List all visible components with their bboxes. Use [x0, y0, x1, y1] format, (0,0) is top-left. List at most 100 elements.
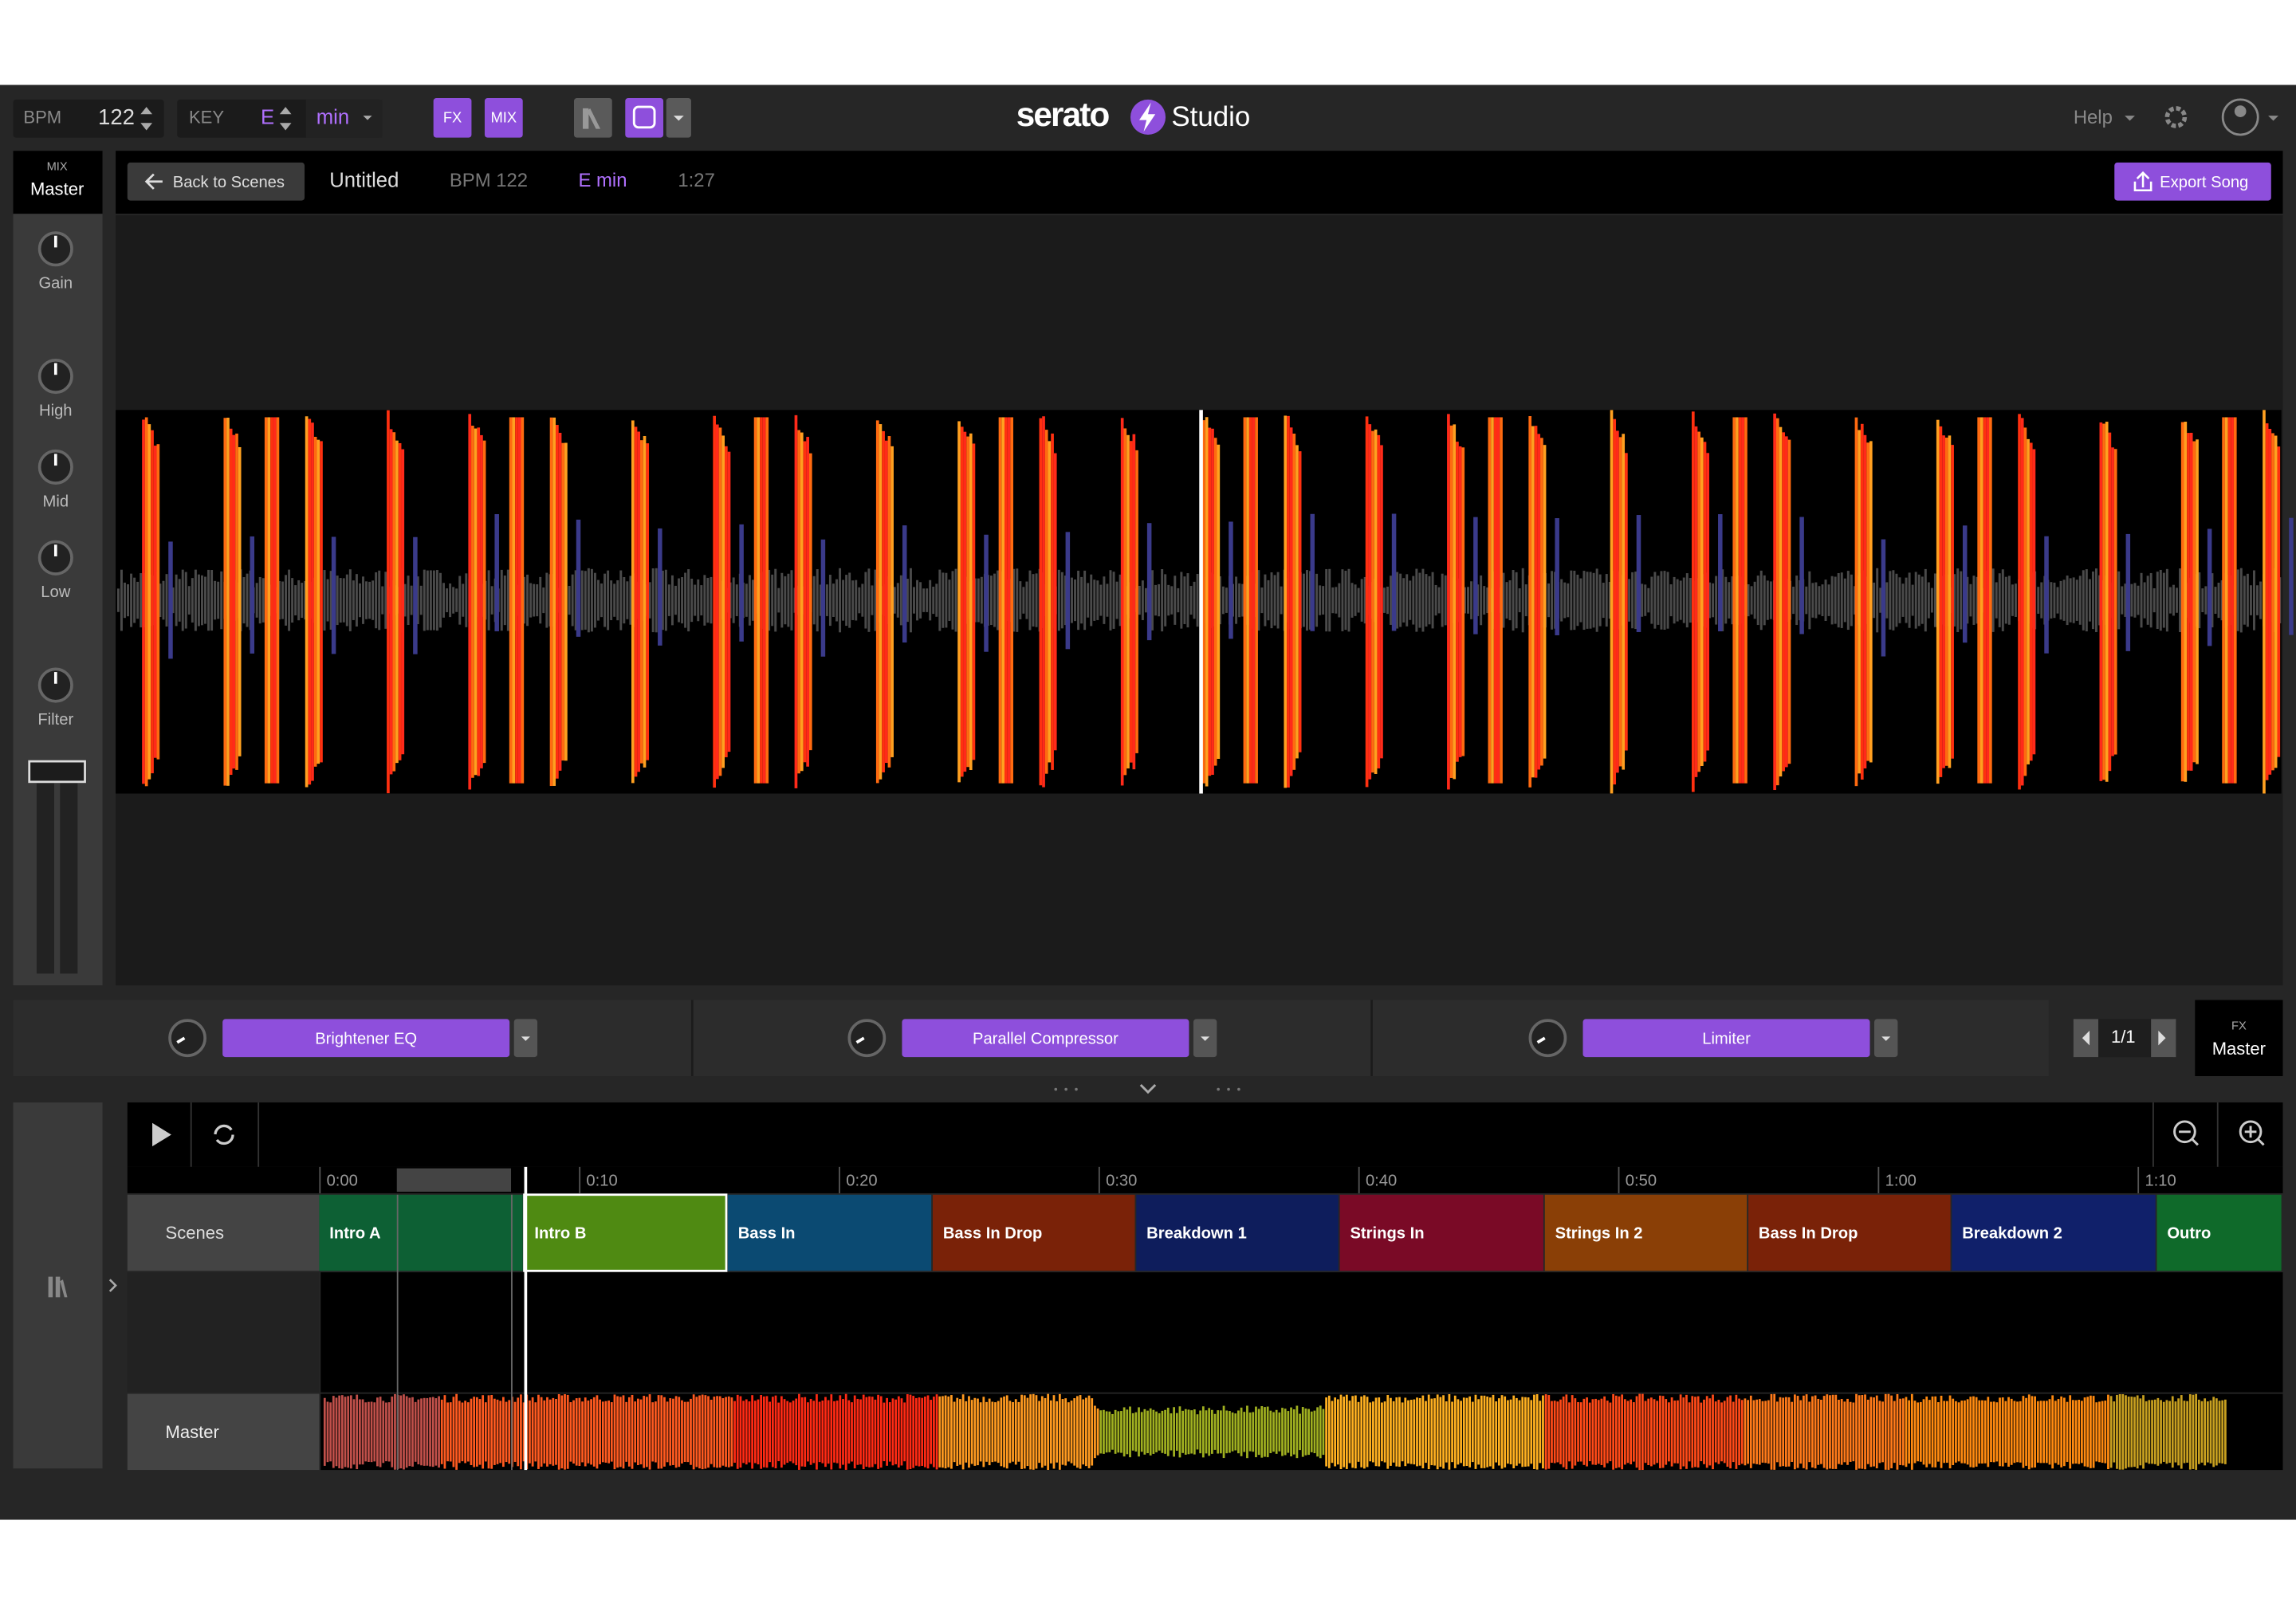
fx-slot-button[interactable]: [902, 1019, 1189, 1058]
scene-name[interactable]: Outro: [2167, 1225, 2211, 1243]
waveform-hit: [721, 435, 725, 768]
master-wave: [1843, 1401, 1846, 1463]
scene-block[interactable]: [523, 1193, 728, 1272]
settings-button[interactable]: [2164, 106, 2188, 128]
master-wave: [1260, 1406, 1264, 1458]
zoom-in[interactable]: [2239, 1120, 2263, 1144]
master-wave: [739, 1396, 742, 1468]
master-wave: [1794, 1394, 1796, 1470]
fx-knob-pointer: [1536, 1036, 1546, 1044]
scene-name[interactable]: Intro B: [534, 1225, 586, 1243]
fx-knob[interactable]: [168, 1019, 206, 1058]
master-wave: [1808, 1401, 1811, 1463]
scene-block[interactable]: [1544, 1194, 1748, 1271]
library-side-icon[interactable]: [48, 1276, 68, 1298]
fx-slot-label[interactable]: Parallel Compressor: [973, 1030, 1119, 1047]
scene-name[interactable]: Strings In: [1350, 1225, 1424, 1243]
library-expand[interactable]: [108, 1279, 117, 1292]
master-wave: [1814, 1395, 1817, 1469]
waveform-body: [1241, 583, 1244, 617]
waveform-hit: [1044, 430, 1048, 774]
fader-handle[interactable]: [28, 760, 86, 784]
knob[interactable]: [37, 231, 73, 267]
back-button[interactable]: [127, 162, 305, 201]
view-button[interactable]: [625, 98, 664, 138]
master-wave: [1073, 1398, 1076, 1466]
knob[interactable]: [37, 540, 73, 576]
zoom-out[interactable]: [2173, 1120, 2196, 1144]
master-wave: [883, 1402, 886, 1462]
fx-knob[interactable]: [847, 1019, 887, 1058]
knob[interactable]: [37, 359, 73, 395]
scene-block[interactable]: [727, 1194, 932, 1271]
waveform-body: [1183, 576, 1186, 624]
scene-name[interactable]: Intro A: [329, 1225, 381, 1243]
scene-block[interactable]: [1136, 1194, 1339, 1271]
fx-knob[interactable]: [1528, 1019, 1567, 1058]
waveform-body: [1901, 583, 1905, 617]
ruler-tick: [1618, 1166, 1620, 1193]
master-wave: [2174, 1401, 2177, 1463]
master-wave: [1855, 1393, 1858, 1470]
help-menu[interactable]: Help: [2074, 107, 2113, 128]
scene-name[interactable]: Bass In Drop: [1759, 1225, 1858, 1243]
collapse-toggle[interactable]: [1139, 1083, 1157, 1094]
scene-name[interactable]: Bass In: [738, 1225, 796, 1243]
master-wave: [1319, 1405, 1322, 1459]
waveform-body: [1106, 583, 1109, 617]
scene-name[interactable]: Breakdown 2: [1962, 1225, 2062, 1243]
master-wave: [347, 1396, 350, 1468]
master-wave: [1568, 1402, 1571, 1462]
export-button[interactable]: [2114, 162, 2271, 201]
mix-button-label[interactable]: MIX: [491, 109, 517, 126]
knob[interactable]: [37, 667, 73, 703]
fx-slot-label[interactable]: Brightener EQ: [315, 1030, 417, 1047]
master-wave: [455, 1393, 458, 1470]
master-wave: [1992, 1401, 1995, 1463]
master-wave: [1290, 1407, 1292, 1457]
master-wave: [326, 1401, 329, 1463]
fx-slot-label[interactable]: Limiter: [1702, 1030, 1751, 1047]
waveform-body: [1911, 584, 1914, 616]
master-wave: [1764, 1401, 1767, 1464]
waveform-body: [342, 578, 345, 623]
fx-slot-button[interactable]: [222, 1019, 510, 1058]
master-wave: [364, 1402, 368, 1462]
scene-block[interactable]: [1339, 1194, 1543, 1271]
export-button-label[interactable]: Export Song: [2160, 174, 2248, 191]
key-stepper[interactable]: [279, 107, 292, 131]
scene-block[interactable]: [2156, 1194, 2282, 1271]
fx-slot-button[interactable]: [1582, 1019, 1870, 1058]
scene-name[interactable]: Bass In Drop: [943, 1225, 1043, 1243]
waveform-body: [1660, 571, 1663, 630]
waveform-body: [1099, 584, 1103, 616]
fx-button-label[interactable]: FX: [443, 109, 462, 126]
waveform-body: [2056, 587, 2059, 614]
fx-button[interactable]: [433, 98, 472, 138]
scene-name[interactable]: Breakdown 1: [1146, 1225, 1247, 1243]
key-value[interactable]: E: [261, 107, 274, 129]
play-button[interactable]: [152, 1122, 171, 1147]
scene-block[interactable]: [1952, 1194, 2156, 1271]
master-wave: [335, 1397, 338, 1467]
scene-name[interactable]: Strings In 2: [1555, 1225, 1643, 1243]
mix-button[interactable]: [484, 98, 523, 138]
account-button[interactable]: [2221, 98, 2259, 136]
waveform-body: [2040, 582, 2043, 619]
master-wave: [1890, 1395, 1893, 1468]
bpm-value[interactable]: 122: [98, 104, 135, 129]
scene-block[interactable]: [319, 1194, 523, 1271]
waveform-hit: [1243, 417, 1247, 784]
bpm-stepper[interactable]: [140, 107, 153, 131]
master-wave: [446, 1402, 449, 1462]
key-mode[interactable]: min: [316, 107, 349, 129]
waveform-hit: [1779, 426, 1783, 777]
back-button-label[interactable]: Back to Scenes: [173, 174, 285, 191]
scene-block[interactable]: [933, 1194, 1135, 1271]
knob[interactable]: [37, 449, 73, 485]
waveform-body: [1676, 579, 1679, 622]
scene-block[interactable]: [1748, 1194, 1951, 1271]
master-wave: [2145, 1401, 2148, 1463]
master-wave: [897, 1396, 900, 1468]
mixer-channel: Master: [30, 179, 84, 199]
